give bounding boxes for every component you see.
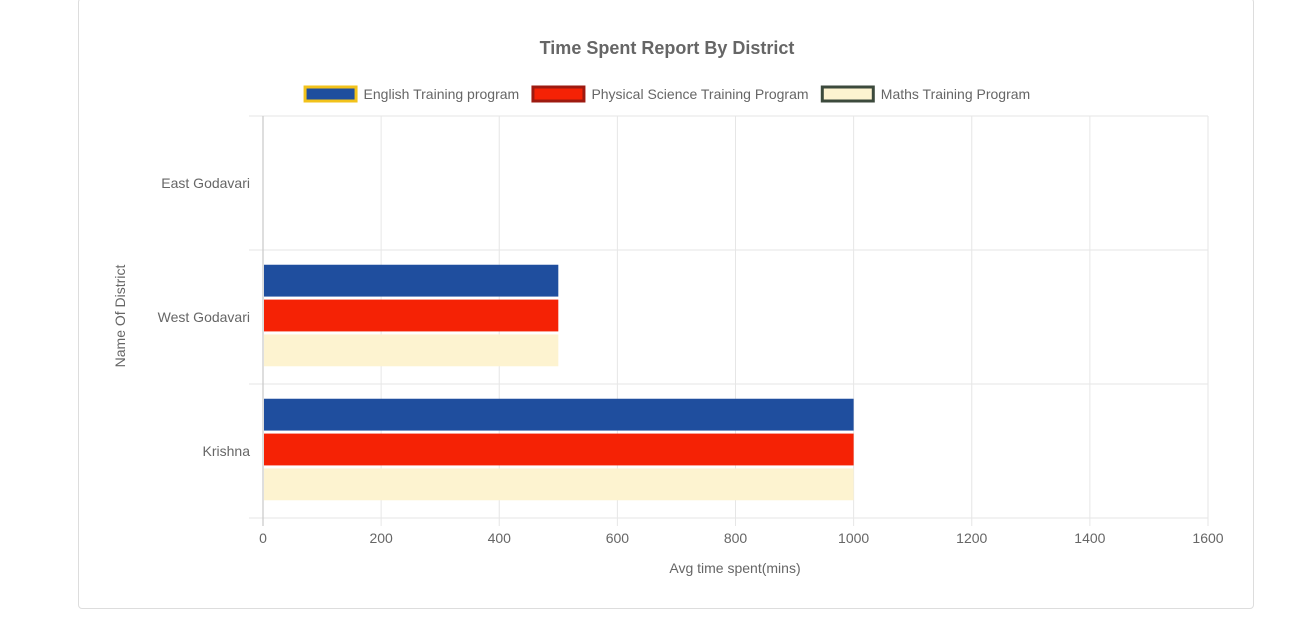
bar-maths-training-program-west-godavari[interactable]: [264, 334, 559, 367]
bar-physical-science-training-program-krishna[interactable]: [264, 433, 854, 466]
x-tick-label: 400: [488, 530, 512, 546]
x-tick-label: 1000: [838, 530, 869, 546]
legend-item-physical-science-training-program[interactable]: Physical Science Training Program: [531, 85, 809, 103]
x-tick-label: 1200: [956, 530, 987, 546]
x-tick-label: 600: [606, 530, 630, 546]
bar-english-training-program-krishna[interactable]: [264, 398, 854, 431]
x-tick-label: 200: [369, 530, 393, 546]
legend-swatch: [531, 85, 586, 103]
legend-item-maths-training-program[interactable]: Maths Training Program: [820, 85, 1030, 103]
x-axis-label: Avg time spent(mins): [669, 560, 800, 576]
bar-physical-science-training-program-west-godavari[interactable]: [264, 299, 559, 332]
legend-item-english-training-program[interactable]: English Training program: [303, 85, 520, 103]
legend-label: English Training program: [364, 86, 520, 102]
y-axis-ticks: East Godavari West Godavari Krishna: [158, 175, 251, 459]
x-tick-label: 0: [259, 530, 267, 546]
x-tick-label: 800: [724, 530, 748, 546]
legend-label: Maths Training Program: [881, 86, 1030, 102]
legend-swatch: [303, 85, 358, 103]
bar-maths-training-program-krishna[interactable]: [264, 468, 854, 501]
chart-bars: [264, 264, 854, 501]
chart-grid: [249, 115, 1209, 526]
legend-label: Physical Science Training Program: [591, 86, 808, 102]
x-tick-label: 1400: [1074, 530, 1105, 546]
y-axis-label: Name Of District: [112, 265, 128, 368]
x-tick-label: 1600: [1192, 530, 1223, 546]
legend-swatch: [820, 85, 875, 103]
x-axis-ticks: 0 200 400 600 800 1000 1200 1400 1600: [259, 530, 1224, 546]
y-tick-label: Krishna: [203, 443, 251, 459]
y-tick-label: West Godavari: [158, 309, 250, 325]
chart-legend: English Training program Physical Science…: [303, 85, 1030, 103]
bar-english-training-program-west-godavari[interactable]: [264, 264, 559, 297]
y-tick-label: East Godavari: [161, 175, 250, 191]
chart-title: Time Spent Report By District: [540, 38, 795, 58]
